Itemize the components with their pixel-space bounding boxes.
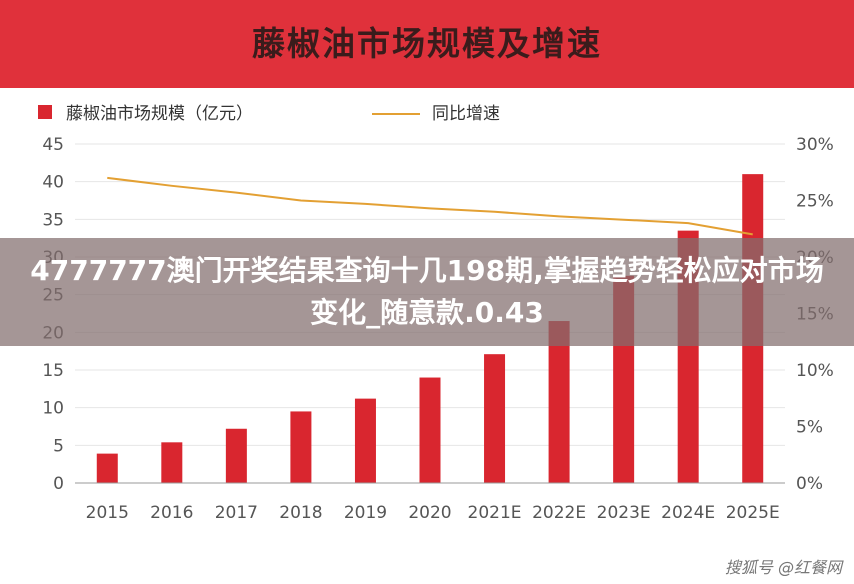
header-bar [0,0,854,88]
x-tick-label: 2016 [150,503,193,523]
x-tick-label: 2019 [344,503,387,523]
bar [96,453,118,483]
y-right-tick-label: 10% [796,361,834,381]
page-title: 藤椒油市场规模及增速 [252,24,602,63]
bar [548,321,570,483]
x-tick-label: 2017 [215,503,258,523]
bar [290,411,312,483]
x-tick-label: 2020 [408,503,451,523]
y-left-tick-label: 10 [42,399,64,419]
x-tick-label: 2025E [726,503,780,523]
y-left-tick-label: 0 [53,474,64,494]
x-tick-label: 2021E [468,503,522,523]
y-left-tick-label: 35 [42,210,64,230]
x-tick-label: 2024E [661,503,715,523]
bar [354,398,376,483]
y-right-tick-label: 0% [796,474,823,494]
bar [419,377,441,483]
bar [484,354,506,483]
watermark: 搜狐号 @红餐网 [724,558,842,577]
y-left-tick-label: 45 [42,135,64,155]
y-left-tick-label: 15 [42,361,64,381]
growth-rate-line [107,176,753,236]
y-right-tick-label: 25% [796,192,834,212]
y-left-tick-label: 40 [42,173,64,193]
legend-bar-swatch [38,105,52,119]
y-right-tick-label: 5% [796,418,823,438]
x-tick-label: 2023E [597,503,651,523]
y-right-tick-label: 30% [796,135,834,155]
bar [225,428,247,483]
x-tick-label: 2018 [279,503,322,523]
legend-line-label: 同比增速 [432,104,500,124]
legend-bar-label: 藤椒油市场规模（亿元） [66,104,253,124]
overlay-banner [0,238,854,346]
overlay-text: 4777777澳门开奖结果查询十几198期,掌握趋势轻松应对市场变化_随意款.0… [30,254,824,329]
x-tick-label: 2015 [86,503,129,523]
bar [161,442,183,483]
y-left-tick-label: 5 [53,436,64,456]
x-tick-label: 2022E [532,503,586,523]
